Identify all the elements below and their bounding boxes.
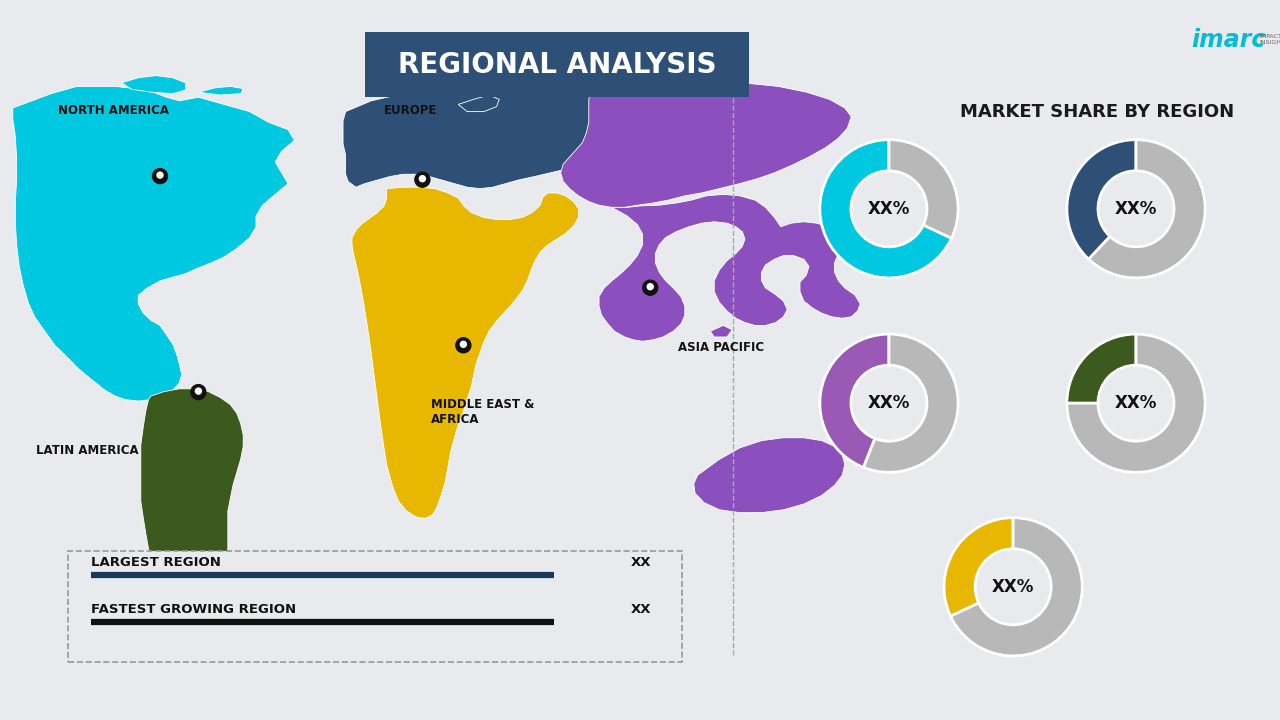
Text: XX: XX <box>631 557 652 570</box>
Text: MARKET SHARE BY REGION: MARKET SHARE BY REGION <box>960 102 1234 120</box>
Text: XX%: XX% <box>992 577 1034 596</box>
Wedge shape <box>890 140 957 238</box>
Text: LARGEST REGION: LARGEST REGION <box>91 557 220 570</box>
Wedge shape <box>951 518 1082 656</box>
Polygon shape <box>710 325 732 337</box>
Polygon shape <box>352 187 579 518</box>
Circle shape <box>191 384 206 400</box>
Circle shape <box>420 176 425 181</box>
Polygon shape <box>122 76 186 94</box>
Polygon shape <box>599 194 860 341</box>
Circle shape <box>157 172 163 178</box>
Polygon shape <box>645 288 655 295</box>
Circle shape <box>196 388 201 394</box>
Text: FASTEST GROWING REGION: FASTEST GROWING REGION <box>91 603 296 616</box>
FancyBboxPatch shape <box>68 551 682 662</box>
Polygon shape <box>155 176 165 184</box>
Text: XX%: XX% <box>868 199 910 217</box>
Circle shape <box>461 341 466 347</box>
Polygon shape <box>458 346 468 353</box>
Circle shape <box>643 280 658 295</box>
Text: XX: XX <box>631 603 652 616</box>
Text: EUROPE: EUROPE <box>384 104 438 117</box>
Text: MIDDLE EAST &
AFRICA: MIDDLE EAST & AFRICA <box>431 398 535 426</box>
Wedge shape <box>820 140 951 278</box>
Text: XX%: XX% <box>868 395 910 412</box>
Wedge shape <box>1068 140 1137 259</box>
Polygon shape <box>141 389 243 623</box>
Polygon shape <box>417 180 428 187</box>
Polygon shape <box>694 438 845 513</box>
Text: XX%: XX% <box>1115 199 1157 217</box>
Circle shape <box>648 284 653 289</box>
Circle shape <box>415 172 430 187</box>
Polygon shape <box>458 95 499 112</box>
FancyBboxPatch shape <box>365 32 749 97</box>
Wedge shape <box>864 334 957 472</box>
Text: imarc: imarc <box>1192 27 1266 52</box>
Text: REGIONAL ANALYSIS: REGIONAL ANALYSIS <box>398 51 716 78</box>
Text: ASIA PACIFIC: ASIA PACIFIC <box>678 341 764 354</box>
Wedge shape <box>1068 334 1137 403</box>
Text: XX%: XX% <box>1115 395 1157 412</box>
Text: LATIN AMERICA: LATIN AMERICA <box>36 444 138 457</box>
Wedge shape <box>945 518 1014 616</box>
Wedge shape <box>1068 334 1204 472</box>
Wedge shape <box>820 334 890 467</box>
Polygon shape <box>198 86 243 95</box>
Polygon shape <box>13 86 294 401</box>
Polygon shape <box>343 86 643 189</box>
Polygon shape <box>193 392 204 400</box>
Text: NORTH AMERICA: NORTH AMERICA <box>58 104 169 117</box>
Circle shape <box>152 168 168 184</box>
Circle shape <box>456 338 471 353</box>
Text: IMPACTFUL
INSIGHTS: IMPACTFUL INSIGHTS <box>1260 34 1280 45</box>
Wedge shape <box>1089 140 1204 278</box>
Polygon shape <box>561 81 851 207</box>
